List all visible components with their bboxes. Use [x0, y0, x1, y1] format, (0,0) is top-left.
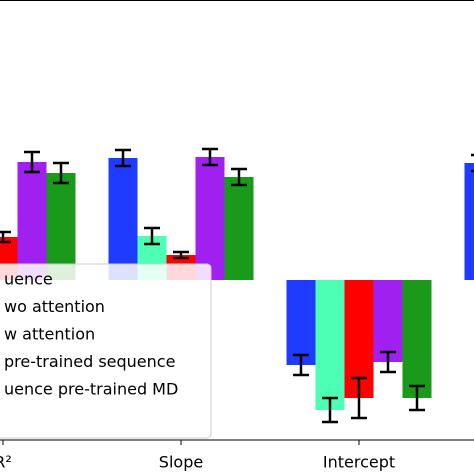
- x-tick-label: R²: [0, 453, 12, 472]
- error-bar: [231, 167, 247, 187]
- error-bar: [0, 230, 11, 244]
- bar: [17, 162, 47, 280]
- legend-label: pre-trained sequence: [4, 352, 175, 371]
- bar: [195, 157, 225, 280]
- error-bar: [53, 161, 69, 185]
- x-tick-label: Slope: [159, 453, 203, 472]
- error-bar: [24, 150, 40, 174]
- bar: [373, 280, 403, 362]
- bar: [464, 163, 474, 280]
- legend-label: wo attention: [4, 297, 105, 316]
- error-bar: [173, 250, 189, 260]
- legend-frame: [0, 263, 212, 439]
- bar: [224, 177, 254, 280]
- x-tick-label: Intercept: [323, 453, 395, 472]
- legend-label: uence pre-trained MD: [4, 380, 178, 399]
- legend-label: uence: [4, 270, 53, 289]
- bar: [108, 158, 138, 280]
- error-bar: [409, 384, 425, 412]
- bar: [315, 280, 345, 410]
- error-bar: [351, 376, 367, 420]
- bar: [402, 280, 432, 398]
- error-bar: [293, 353, 309, 377]
- legend-label: w attention: [4, 325, 95, 344]
- legend: uence wo attention w attention pre-trained …: [0, 263, 212, 439]
- bar: [286, 280, 316, 365]
- error-bar: [322, 396, 338, 424]
- error-bar: [144, 226, 160, 246]
- error-bar: [202, 147, 218, 167]
- bar: [46, 173, 76, 280]
- error-bar: [115, 148, 131, 168]
- error-bar: [380, 350, 396, 374]
